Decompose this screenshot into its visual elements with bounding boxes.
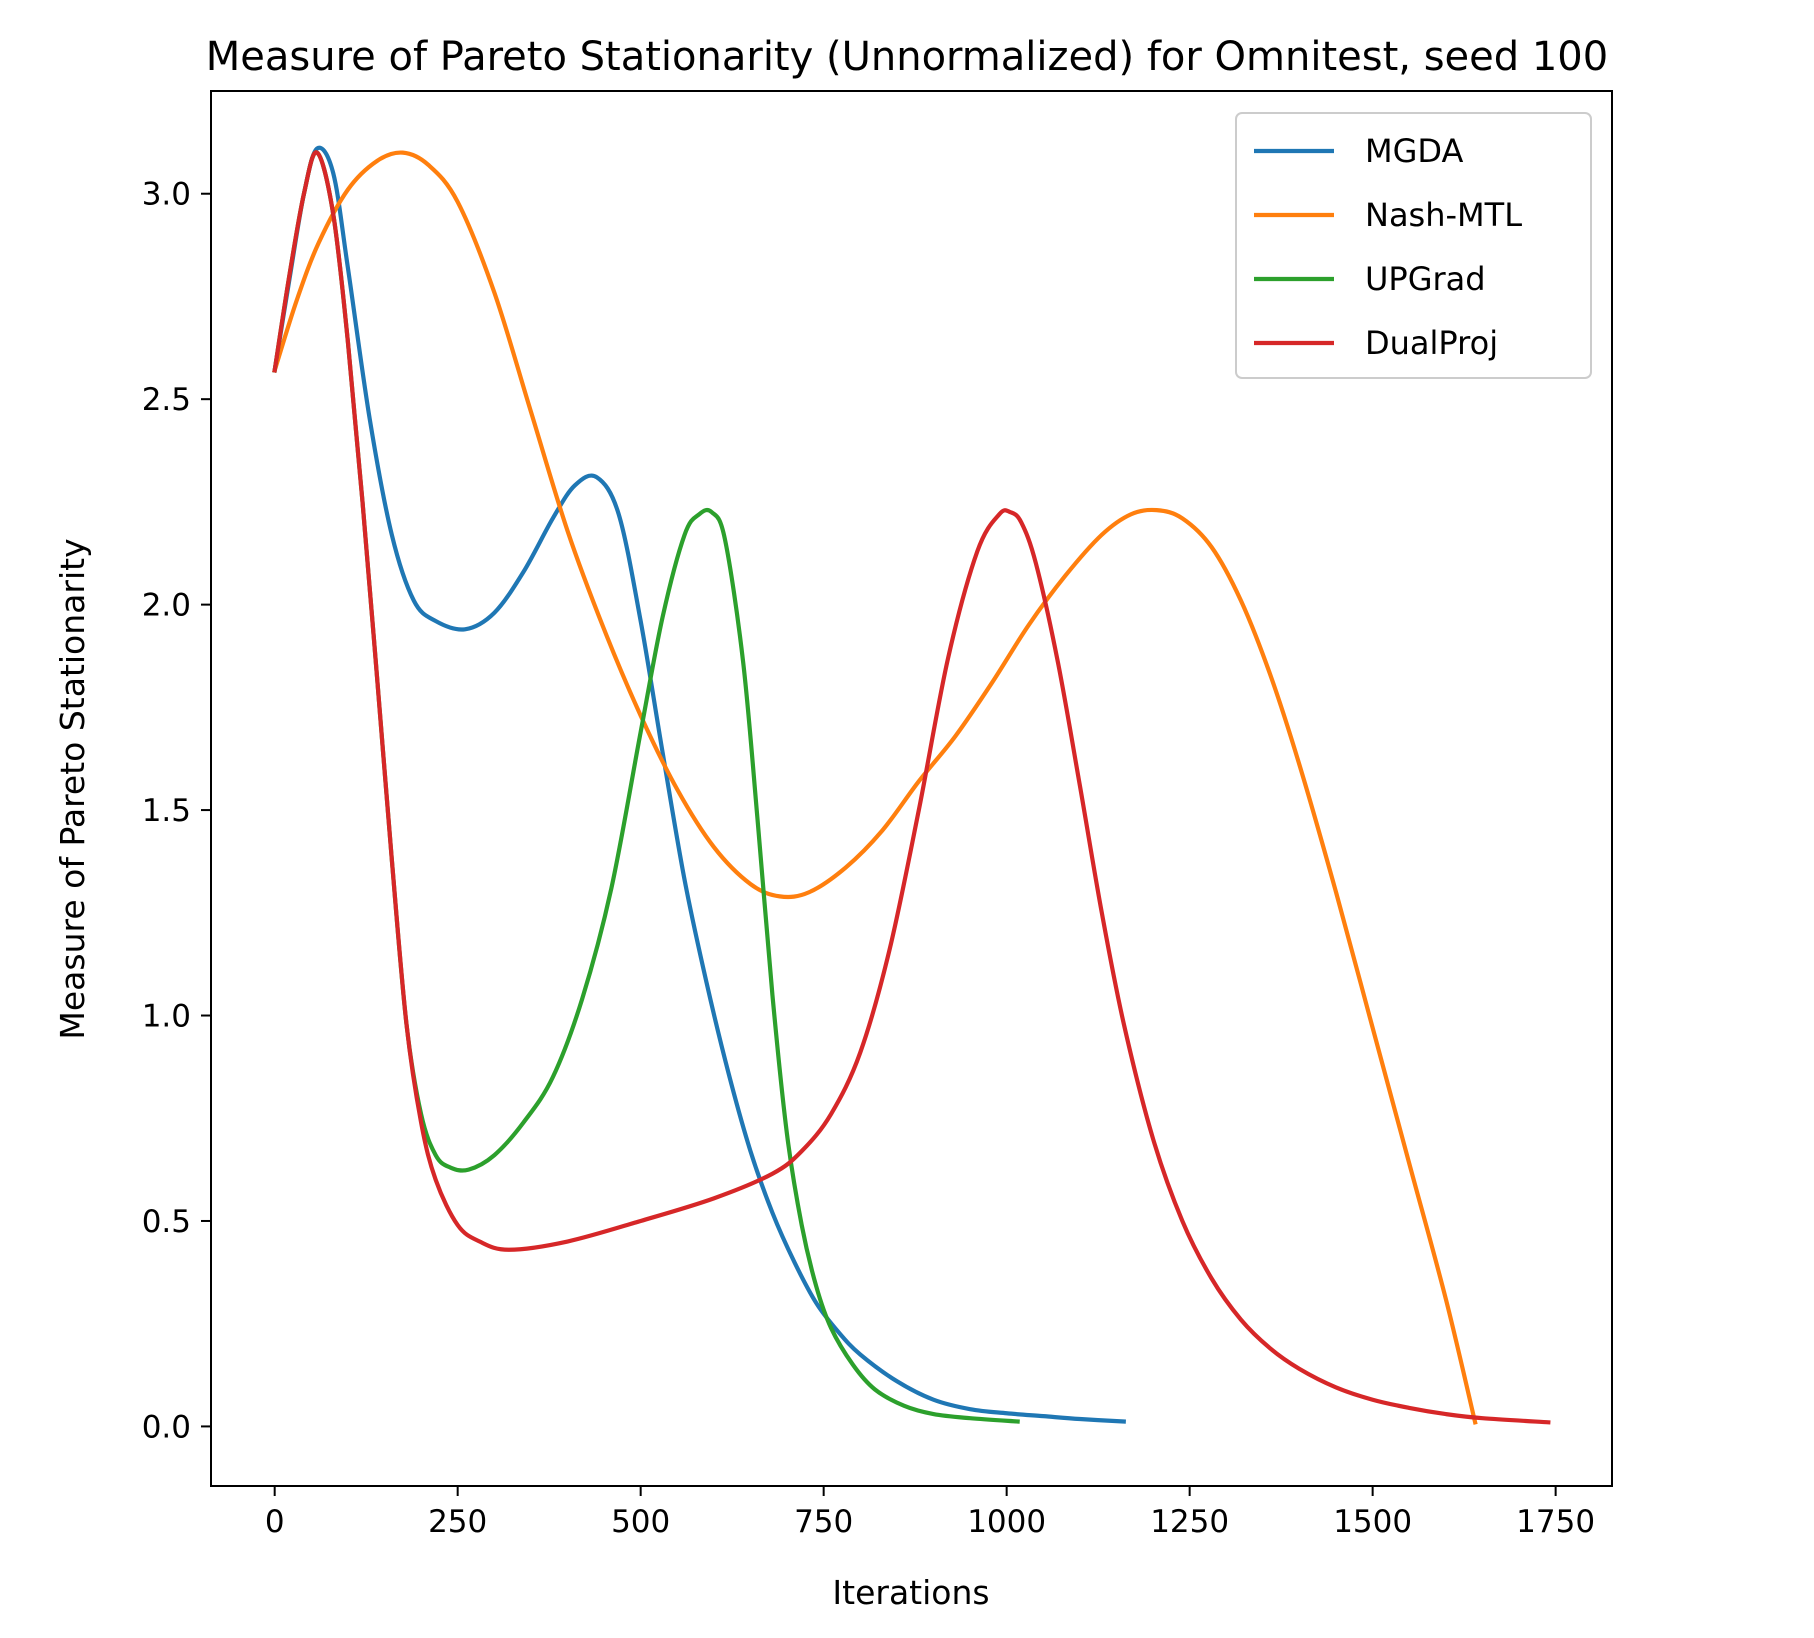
series-line-nash-mtl [272,150,1478,1425]
x-axis-label: Iterations [832,1573,989,1612]
plot-frame [210,90,1613,1487]
series-line-dualproj [272,150,1551,1425]
legend-box [1235,112,1592,379]
legend-label-dualproj: DualProj [1365,324,1498,362]
y-axis-label: Measure of Pareto Stationarity [53,538,92,1039]
x-tick-label: 0 [265,1504,285,1540]
legend-label-upgrad: UPGrad [1365,260,1486,298]
x-tick-label: 1250 [1150,1504,1229,1540]
legend-label-nash-mtl: Nash-MTL [1365,196,1522,234]
y-tick-label: 0.5 [142,1204,191,1240]
y-axis-ticks: 0.0 0.5 1.0 1.5 2.0 2.5 3.0 [142,177,211,1445]
x-tick-label: 1750 [1516,1504,1595,1540]
x-tick-label: 1500 [1333,1504,1412,1540]
y-tick-label: 3.0 [142,177,191,213]
legend-label-mgda: MGDA [1365,132,1463,170]
y-tick-label: 1.5 [142,793,191,829]
y-tick-label: 2.0 [142,588,191,624]
legend: MGDA Nash-MTL UPGrad DualProj [1235,112,1592,379]
plot-area [272,145,1551,1425]
x-tick-label: 500 [611,1504,670,1540]
chart-title: Measure of Pareto Stationarity (Unnormal… [206,34,1608,80]
x-tick-label: 250 [428,1504,487,1540]
series-line-mgda [272,145,1126,1424]
y-tick-label: 0.0 [142,1409,191,1445]
y-tick-label: 2.5 [142,382,191,418]
x-tick-label: 750 [794,1504,853,1540]
x-tick-label: 1000 [967,1504,1046,1540]
series-layer [272,145,1551,1425]
y-tick-label: 1.0 [142,999,191,1035]
x-axis-ticks: 0 250 500 750 1000 1250 1500 1750 [265,1486,1595,1540]
